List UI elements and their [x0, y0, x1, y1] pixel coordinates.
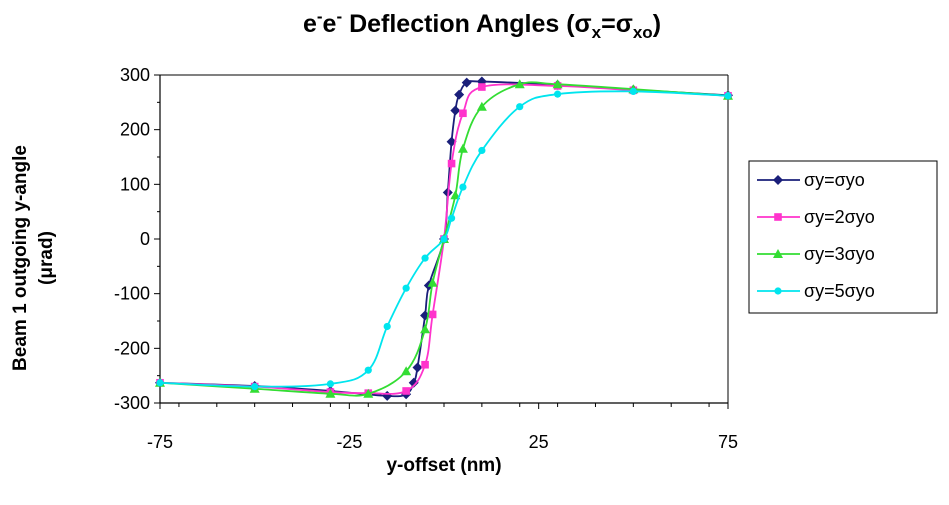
y-axis-title-line2: (μrad): [36, 231, 57, 285]
data-point: [476, 101, 487, 111]
y-tick-label: 100: [120, 174, 150, 194]
y-tick-label: -300: [114, 393, 150, 413]
legend-box: [748, 160, 938, 314]
data-point: [450, 190, 461, 200]
data-point: [461, 77, 472, 88]
legend-marker: [774, 287, 782, 295]
legend-item: σy=2σyo: [757, 207, 875, 227]
series-4: [156, 87, 732, 391]
legend: σy=σyo σy=2σyo σy=3σyo σy=5σyo: [757, 170, 875, 301]
data-point: [552, 79, 563, 89]
data-point: [478, 146, 486, 155]
data-point: [421, 254, 429, 262]
data-point: [440, 235, 448, 243]
data-point: [554, 90, 562, 98]
data-point: [447, 214, 456, 222]
y-tick-label: 300: [120, 65, 150, 85]
data-point: [447, 159, 456, 168]
data-point: [421, 360, 429, 369]
data-point: [251, 383, 259, 391]
y-tick-label: -100: [114, 284, 150, 304]
data-point: [402, 387, 410, 395]
data-point: [478, 83, 486, 91]
data-point: [402, 284, 410, 292]
data-point: [420, 324, 431, 334]
data-point: [428, 310, 437, 319]
data-point: [408, 377, 419, 388]
data-point: [427, 277, 438, 287]
data-point: [459, 183, 467, 191]
y-tick-label: 0: [140, 229, 150, 249]
y-tick-label: -200: [114, 338, 150, 358]
data-point: [629, 87, 637, 95]
data-point: [382, 390, 393, 401]
chart-title: e-e- Deflection Angles (σx=σxo): [303, 7, 661, 42]
data-point: [724, 92, 732, 100]
data-point: [459, 109, 467, 118]
legend-item: σy=5σyo: [757, 281, 875, 301]
legend-marker: [773, 175, 783, 185]
legend-marker: [773, 249, 783, 258]
data-point: [457, 143, 468, 153]
data-point: [325, 388, 336, 398]
data-point: [514, 79, 525, 89]
x-tick-label: 25: [529, 432, 549, 452]
legend-label: σy=σyo: [804, 170, 865, 190]
y-axis-title-line1: Beam 1 outgoing y-angle: [10, 145, 31, 371]
data-point: [156, 379, 164, 387]
data-point: [450, 105, 461, 116]
x-tick-label: -25: [336, 432, 362, 452]
data-point: [363, 388, 374, 398]
data-point: [454, 89, 465, 100]
data-point: [383, 322, 391, 331]
legend-label: σy=3σyo: [804, 244, 875, 264]
y-tick-label: 200: [120, 120, 150, 140]
data-point: [401, 366, 412, 376]
data-point: [412, 362, 423, 373]
legend-label: σy=5σyo: [804, 281, 875, 301]
x-tick-label: 75: [718, 432, 738, 452]
x-tick-label: -75: [147, 432, 173, 452]
series-layer: [155, 76, 733, 401]
axis-ticks: 300 200 100 0 -100 -200 -300 -75 -25 25 75: [114, 65, 738, 452]
legend-item: σy=3σyo: [757, 244, 875, 264]
legend-label: σy=2σyo: [804, 207, 875, 227]
legend-marker: [774, 213, 782, 221]
legend-item: σy=σyo: [757, 170, 865, 190]
data-point: [516, 103, 524, 111]
data-point: [326, 380, 334, 388]
data-point: [364, 366, 372, 374]
x-axis-title: y-offset (nm): [386, 455, 501, 476]
